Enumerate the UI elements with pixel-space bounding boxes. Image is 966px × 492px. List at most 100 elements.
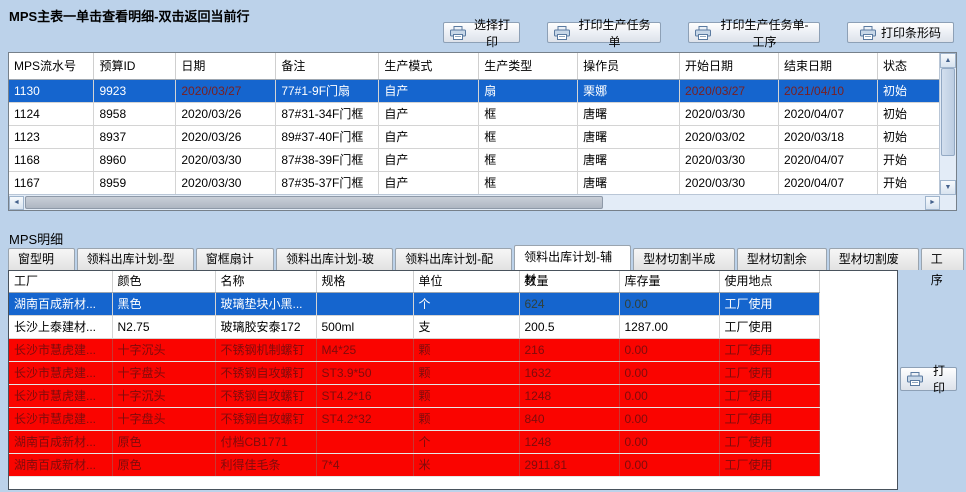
table-cell[interactable]: 十字沉头 [112,384,216,408]
table-cell[interactable]: 自产 [378,171,480,195]
table-cell[interactable]: 1287.00 [619,315,720,339]
table-cell[interactable]: 颗 [413,407,520,431]
table-cell[interactable]: 利得佳毛条 [215,453,317,477]
table-cell[interactable]: 2020/03/26 [175,125,277,149]
table-cell[interactable]: 初始 [877,79,940,103]
table-cell[interactable]: 工厂使用 [719,315,820,339]
table-cell[interactable]: 湖南百成新材... [9,453,113,477]
table-cell[interactable]: 1168 [9,148,95,172]
table-cell[interactable]: 87#35-37F门框 [275,171,380,195]
tab-窗框扇计划[interactable]: 窗框扇计划 [195,248,274,287]
print-production-order-process-button[interactable]: 打印生产任务单-工序 [688,18,820,49]
table-cell[interactable]: 颗 [413,384,520,408]
table-cell[interactable]: 自产 [378,125,480,149]
column-header[interactable]: 操作员 [577,53,681,80]
scroll-up-icon[interactable]: ▲ [940,53,956,68]
column-header[interactable]: 使用地点 [719,271,820,293]
table-cell[interactable]: 8937 [93,125,177,149]
table-cell[interactable]: 十字盘头 [112,407,216,431]
table-cell[interactable]: 付档CB1771 [215,430,317,454]
table-row[interactable]: 长沙市慧虎建... 十字沉头 不锈钢机制螺钉 M4*25 颗 216 0.00 工厂使用 [9,338,820,362]
tab-型材切割废料[interactable]: 型材切割废料 [828,248,919,287]
column-header[interactable]: 结束日期 [778,53,878,80]
table-cell[interactable]: 1248 [519,430,620,454]
table-cell[interactable]: 框 [478,171,579,195]
table-cell[interactable]: 长沙市慧虎建... [9,407,113,431]
table-row[interactable]: 1130 9923 2020/03/27 77#1-9F门扇 自产扇栗娜 2020/03/… [9,79,940,103]
table-cell[interactable]: 湖南百成新材... [9,292,113,316]
table-cell[interactable]: 支 [413,315,520,339]
table-cell[interactable]: 个 [413,292,520,316]
table-cell[interactable]: 840 [519,407,620,431]
table-cell[interactable]: 扇 [478,79,579,103]
table-cell[interactable]: 77#1-9F门扇 [275,79,380,103]
table-cell[interactable]: 不锈钢机制螺钉 [215,338,317,362]
horizontal-scrollbar[interactable]: ◄ ► [9,194,940,210]
table-row[interactable]: 长沙市慧虎建... 十字沉头 不锈钢自攻螺钉 ST4.2*16 颗 1248 0.00 工厂使… [9,384,820,408]
table-cell[interactable]: 624 [519,292,620,316]
table-cell[interactable]: 工厂使用 [719,453,820,477]
table-cell[interactable]: 89#37-40F门框 [275,125,380,149]
table-cell[interactable]: 200.5 [519,315,620,339]
table-cell[interactable]: 不锈钢自攻螺钉 [215,384,317,408]
column-header[interactable]: 颜色 [112,271,216,293]
table-cell[interactable]: 十字盘头 [112,361,216,385]
column-header[interactable]: 规格 [316,271,414,293]
table-cell[interactable]: 自产 [378,102,480,126]
table-cell[interactable]: 1124 [9,102,95,126]
column-header[interactable]: MPS流水号 [9,53,95,80]
table-row[interactable]: 长沙市慧虎建... 十字盘头 不锈钢自攻螺钉 ST3.9*50 颗 1632 0.00 工厂使… [9,361,820,385]
table-cell[interactable]: 2020/03/18 [778,125,878,149]
horizontal-scrollbar-thumb[interactable] [25,196,603,209]
column-header[interactable]: 状态 [877,53,940,80]
scroll-left-icon[interactable]: ◄ [9,195,24,210]
table-cell[interactable]: 2020/03/30 [679,148,779,172]
table-cell[interactable]: 0.00 [619,384,720,408]
table-cell[interactable]: 玻璃垫块小黑... [215,292,317,316]
table-cell[interactable]: 工厂使用 [719,407,820,431]
column-header[interactable]: 名称 [215,271,317,293]
table-cell[interactable]: N2.75 [112,315,216,339]
table-cell[interactable]: 长沙市慧虎建... [9,384,113,408]
table-row[interactable]: 长沙上泰建材... N2.75 玻璃胶安泰172 500ml 支 200.5 1287.00… [9,315,820,339]
table-cell[interactable]: 湖南百成新材... [9,430,113,454]
table-cell[interactable]: 2020/04/07 [778,148,878,172]
table-cell[interactable]: 1632 [519,361,620,385]
table-row[interactable]: 长沙市慧虎建... 十字盘头 不锈钢自攻螺钉 ST4.2*32 颗 840 0.00 工厂使用 [9,407,820,431]
table-cell[interactable]: 框 [478,102,579,126]
scroll-down-icon[interactable]: ▼ [940,180,956,195]
table-cell[interactable]: 0.00 [619,338,720,362]
table-cell[interactable]: 原色 [112,430,216,454]
table-cell[interactable]: 工厂使用 [719,338,820,362]
table-cell[interactable]: 9923 [93,79,177,103]
table-cell[interactable]: 长沙市慧虎建... [9,338,113,362]
table-cell[interactable]: 87#38-39F门框 [275,148,380,172]
table-cell[interactable]: 初始 [877,125,940,149]
table-row[interactable]: 湖南百成新材... 黑色 玻璃垫块小黑... 个 624 0.00 工厂使用 [9,292,820,316]
table-cell[interactable]: 唐曙 [577,171,681,195]
vertical-scrollbar[interactable]: ▲ ▼ [939,53,956,195]
table-cell[interactable]: 十字沉头 [112,338,216,362]
table-cell[interactable]: 初始 [877,102,940,126]
column-header[interactable]: 日期 [175,53,277,80]
table-cell[interactable]: 1123 [9,125,95,149]
table-cell[interactable]: 唐曙 [577,102,681,126]
table-cell[interactable]: 2020/03/30 [679,102,779,126]
table-cell[interactable]: 8959 [93,171,177,195]
column-header[interactable]: 生产类型 [478,53,579,80]
table-cell[interactable]: 玻璃胶安泰172 [215,315,317,339]
table-cell[interactable]: 开始 [877,171,940,195]
column-header[interactable]: 生产模式 [378,53,480,80]
table-cell[interactable]: 2020/03/27 [175,79,277,103]
table-row[interactable]: 1124 8958 2020/03/26 87#31-34F门框 自产框唐曙 2020/0… [9,102,940,126]
table-cell[interactable]: ST3.9*50 [316,361,414,385]
table-cell[interactable]: 0.00 [619,407,720,431]
table-cell[interactable]: 7*4 [316,453,414,477]
table-cell[interactable]: 2020/03/02 [679,125,779,149]
column-header[interactable]: 库存量 [619,271,720,293]
table-cell[interactable]: 2021/04/10 [778,79,878,103]
table-row[interactable]: 湖南百成新材... 原色 付档CB1771 个 1248 0.00 工厂使用 [9,430,820,454]
table-row[interactable]: 湖南百成新材... 原色 利得佳毛条 7*4 米 2911.81 0.00 工厂使用 [9,453,820,477]
table-cell[interactable]: 原色 [112,453,216,477]
print-production-order-button[interactable]: 打印生产任务单 [547,18,661,49]
